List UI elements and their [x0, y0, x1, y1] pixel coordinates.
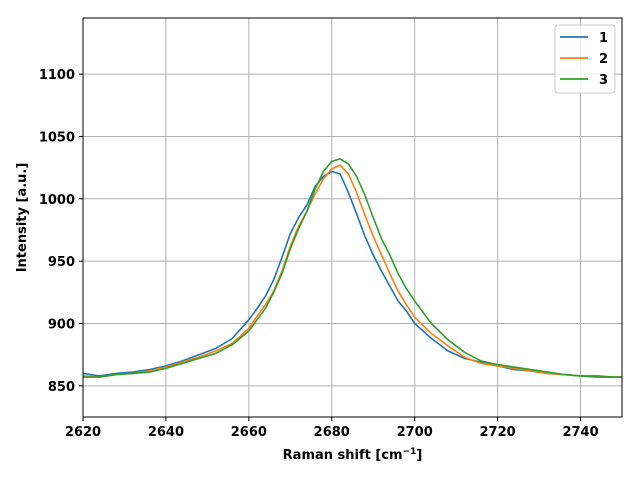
x-tick-label: 2680: [314, 425, 350, 440]
x-tick-label: 2720: [480, 425, 516, 440]
legend-label-2: 2: [599, 52, 608, 67]
series-line-2: [83, 164, 622, 378]
legend-label-3: 3: [599, 73, 608, 88]
series-line-3: [83, 158, 622, 378]
x-tick-label: 2700: [397, 425, 433, 440]
plot-background: [83, 18, 622, 417]
y-tick-label: 850: [48, 380, 75, 395]
series-lines: [83, 158, 622, 378]
series-line-1: [83, 170, 622, 378]
y-axis-title: Intensity [a.u.]: [15, 163, 30, 273]
x-axis-title: Raman shift [cm−1]: [283, 447, 423, 463]
x-tick-label: 2620: [65, 425, 101, 440]
y-tick-label: 950: [48, 255, 75, 270]
legend-label-1: 1: [599, 31, 608, 46]
y-ticks: 850 900 950 1000 1050 1100: [39, 68, 83, 395]
legend: 1 2 3: [554, 24, 616, 94]
y-tick-label: 1050: [39, 130, 75, 145]
grid: [82, 18, 622, 417]
y-tick-label: 900: [48, 317, 75, 332]
x-ticks: 2620 2640 2660 2680 2700 2720 2740: [65, 417, 599, 440]
legend-box: [554, 24, 616, 94]
plot-frame: [82, 17, 623, 418]
x-tick-label: 2640: [148, 425, 184, 440]
x-tick-label: 2660: [231, 425, 267, 440]
y-tick-label: 1000: [39, 193, 75, 208]
x-tick-label: 2740: [562, 425, 598, 440]
y-tick-label: 1100: [39, 68, 75, 83]
